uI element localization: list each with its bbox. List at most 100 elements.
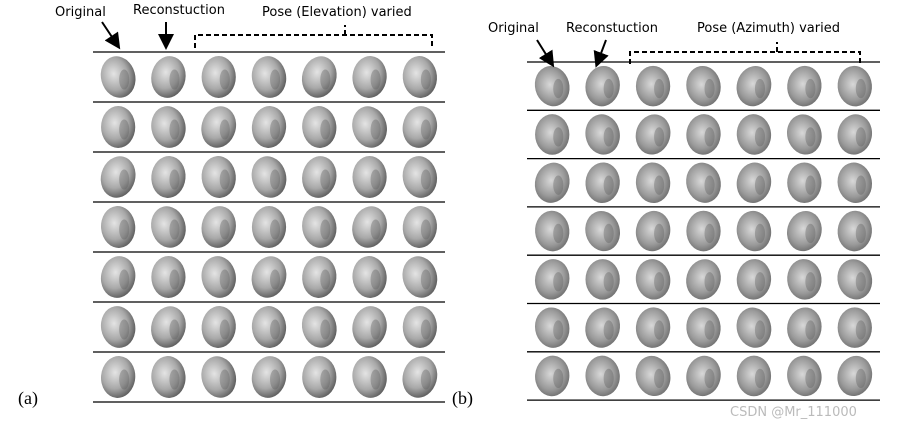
face [352,106,387,148]
face-shadow [270,169,281,190]
face-shadow [320,69,331,90]
face [736,210,772,252]
varied-label: Pose (Elevation) varied [262,5,412,20]
face-shadow [805,272,816,292]
face-shadow [119,119,130,140]
face [534,162,570,203]
face-shadow [320,319,331,340]
face-shadow [219,119,230,140]
face-shadow [169,119,180,140]
face-shadow [219,269,230,290]
face-shadow [169,219,180,240]
face [352,356,387,398]
face-shadow [704,127,715,147]
face-shadow [754,320,766,340]
face-shadow [704,175,715,195]
face [585,65,620,107]
face [352,256,387,298]
face-shadow [270,269,281,290]
face-shadow [420,269,431,290]
face-shadow [754,223,766,244]
face-shadow [370,219,381,240]
face-shadow [704,272,715,292]
face-shadow [270,219,281,240]
face-shadow [754,272,766,292]
face [251,206,287,248]
face-grids [93,51,880,403]
face-shadow [119,369,130,390]
face [100,256,136,298]
face-shadow [420,319,431,340]
face [686,65,721,107]
face-shadow [320,119,331,140]
face [837,259,873,300]
face [201,206,236,248]
face-shadow [553,223,564,244]
face [787,162,822,204]
face [151,306,186,348]
face-shadow [219,169,230,190]
face [534,66,570,107]
face [201,256,236,298]
face [585,114,620,155]
face [302,206,337,248]
face-shadow [420,369,431,390]
face-shadow [320,269,331,290]
bracket [194,25,433,48]
panel-tag: (a) [18,388,38,409]
arrow [536,39,555,68]
face [201,106,237,148]
face [837,307,872,348]
face [101,206,136,248]
face-shadow [603,368,614,389]
face [585,355,620,397]
face-shadow [219,369,230,390]
face-shadow [169,319,180,340]
face-shadow [119,319,130,340]
face [302,156,337,198]
face-shadow [805,175,816,195]
face-shadow [553,78,564,99]
face [352,306,387,348]
face-shadow [553,368,564,389]
bracket [629,42,861,64]
face-shadow [119,69,130,90]
face [251,56,287,98]
face [585,259,620,300]
face-shadow [754,368,766,389]
face-shadow [270,119,281,140]
face-shadow [603,272,614,292]
face [787,65,822,107]
face [787,355,822,397]
face [151,256,186,298]
face [787,259,822,300]
face-shadow [855,175,866,195]
face [736,66,772,107]
face [302,356,337,398]
face [837,355,873,397]
face-shadow [603,78,614,99]
face-shadow [420,119,431,140]
face-shadow [370,319,381,340]
face-shadow [370,69,381,90]
varied-label: Pose (Azimuth) varied [697,21,840,36]
face-shadow [370,169,381,190]
face-shadow [754,175,766,195]
watermark: CSDN @Mr_111000 [730,405,857,420]
face-shadow [603,127,614,147]
face-shadow [320,169,331,190]
face [635,114,671,155]
face-shadow [855,272,866,292]
face [251,156,287,198]
face-shadow [654,223,665,244]
face [686,162,721,203]
face [302,256,337,298]
face-shadow [270,69,281,90]
face [736,355,772,397]
face [151,206,186,248]
face [635,355,671,397]
face [151,356,186,398]
arrow [101,21,121,50]
face [535,210,570,252]
face-shadow [370,119,381,140]
